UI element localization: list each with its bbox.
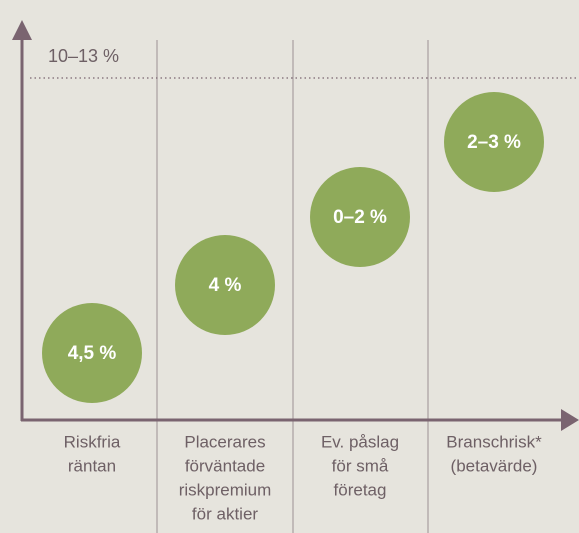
x-arrow: [561, 409, 579, 431]
caption-line: för aktier: [192, 504, 258, 523]
value-circle: [444, 92, 544, 192]
caption-line: Ev. påslag: [321, 432, 399, 451]
caption-line: (betavärde): [451, 456, 538, 475]
caption-line: förväntade: [185, 456, 265, 475]
value-label: 4 %: [209, 275, 242, 296]
value-circle: [42, 303, 142, 403]
y-arrow: [12, 20, 32, 40]
caption-line: räntan: [68, 456, 116, 475]
caption-line: Branschrisk*: [446, 432, 542, 451]
value-label: 4,5 %: [68, 343, 117, 364]
value-label: 0–2 %: [333, 207, 387, 228]
value-label: 2–3 %: [467, 132, 521, 153]
caption-line: riskpremium: [179, 480, 272, 499]
value-circle: [310, 167, 410, 267]
top-label: 10–13 %: [48, 46, 119, 66]
value-circle: [175, 235, 275, 335]
caption-line: Riskfria: [64, 432, 121, 451]
columns: 4,5 % Riskfria räntan 4 % Placerares förvänta…: [42, 92, 544, 523]
caption-line: företag: [334, 480, 387, 499]
caption-line: för små: [332, 456, 389, 475]
caption-line: Placerares: [184, 432, 265, 451]
